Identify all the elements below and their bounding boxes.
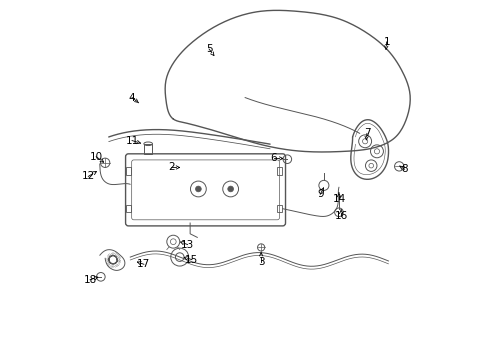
- Text: 16: 16: [335, 211, 348, 221]
- Text: 3: 3: [258, 257, 265, 267]
- Bar: [276, 205, 282, 212]
- Text: 14: 14: [332, 194, 345, 204]
- Bar: [276, 167, 282, 175]
- Circle shape: [196, 186, 201, 192]
- Text: 18: 18: [83, 275, 97, 285]
- Bar: [126, 205, 131, 212]
- Text: 4: 4: [129, 93, 135, 103]
- Text: 15: 15: [185, 255, 198, 265]
- Bar: [126, 167, 131, 175]
- Text: 6: 6: [270, 153, 277, 163]
- Text: 11: 11: [125, 136, 139, 145]
- Text: 1: 1: [383, 37, 390, 47]
- Circle shape: [228, 186, 234, 192]
- Text: 2: 2: [168, 162, 175, 172]
- Text: 17: 17: [137, 259, 150, 269]
- Text: 5: 5: [206, 44, 213, 54]
- Text: 8: 8: [401, 164, 408, 174]
- Text: 10: 10: [90, 152, 103, 162]
- Text: 7: 7: [364, 129, 370, 138]
- Bar: [144, 144, 152, 154]
- Text: 13: 13: [181, 239, 194, 249]
- Text: 9: 9: [317, 189, 323, 199]
- Text: 12: 12: [82, 171, 95, 181]
